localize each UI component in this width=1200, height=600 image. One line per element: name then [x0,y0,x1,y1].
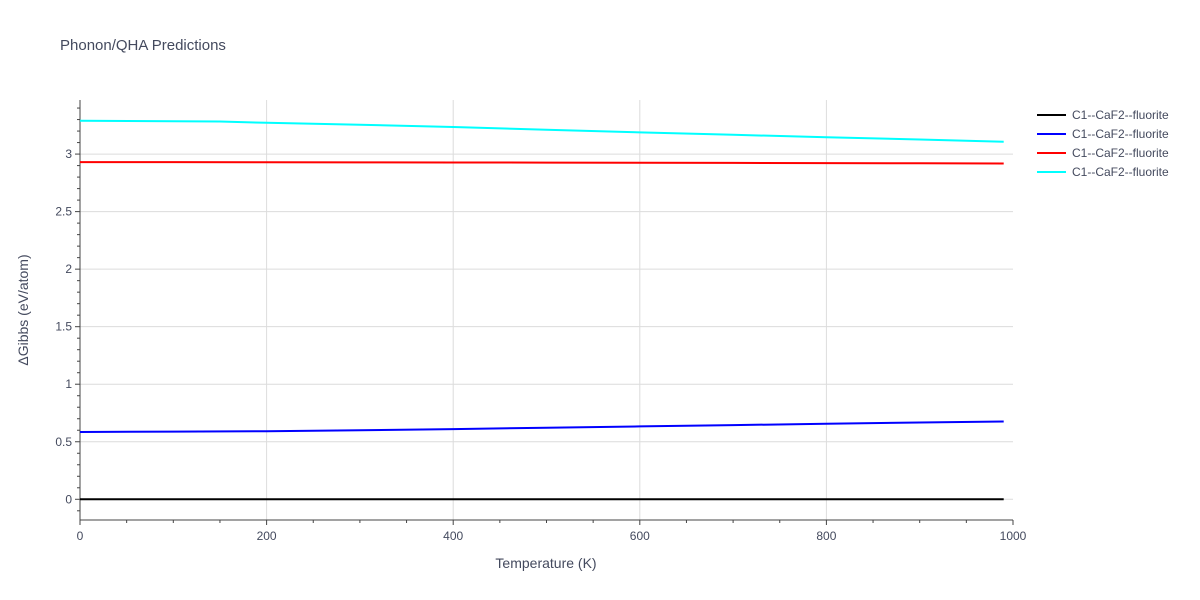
legend-label: C1--CaF2--fluorite [1072,165,1169,179]
x-tick-label: 1000 [1000,529,1027,543]
chart-title: Phonon/QHA Predictions [60,37,226,54]
x-tick-label: 800 [816,529,836,543]
plot-area [79,119,1004,501]
y-tick-label: 0.5 [55,435,72,449]
x-axis-title: Temperature (K) [495,555,596,571]
legend-item-3[interactable]: C1--CaF2--fluorite [1037,146,1169,160]
legend-item-4[interactable]: C1--CaF2--fluorite [1037,165,1169,179]
x-tick-label: 200 [257,529,277,543]
series-line-2 [79,420,1004,433]
y-tick-label: 1 [65,377,72,391]
series-line-3 [80,161,1004,165]
y-tick-label: 3 [65,147,72,161]
legend-label: C1--CaF2--fluorite [1072,146,1169,160]
y-tick-label: 0 [65,492,72,506]
y-tick-label: 2 [65,262,72,276]
x-tick-label: 0 [77,529,84,543]
tick-labels: 0 200 400 600 800 1000 0 0.5 1 1.5 2 2.5 3 [55,147,1026,543]
legend-label: C1--CaF2--fluorite [1072,108,1169,122]
y-axis-title: ΔGibbs (eV/atom) [15,254,31,365]
x-tick-label: 400 [443,529,463,543]
legend-item-2[interactable]: C1--CaF2--fluorite [1037,127,1169,141]
y-tick-label: 2.5 [55,205,72,219]
series-line-4 [79,119,1004,143]
legend-item-1[interactable]: C1--CaF2--fluorite [1037,108,1169,122]
axes [75,100,1014,525]
legend[interactable]: C1--CaF2--fluorite C1--CaF2--fluorite C1--… [1037,108,1169,179]
y-tick-label: 1.5 [55,320,72,334]
legend-label: C1--CaF2--fluorite [1072,127,1169,141]
x-tick-label: 600 [630,529,650,543]
